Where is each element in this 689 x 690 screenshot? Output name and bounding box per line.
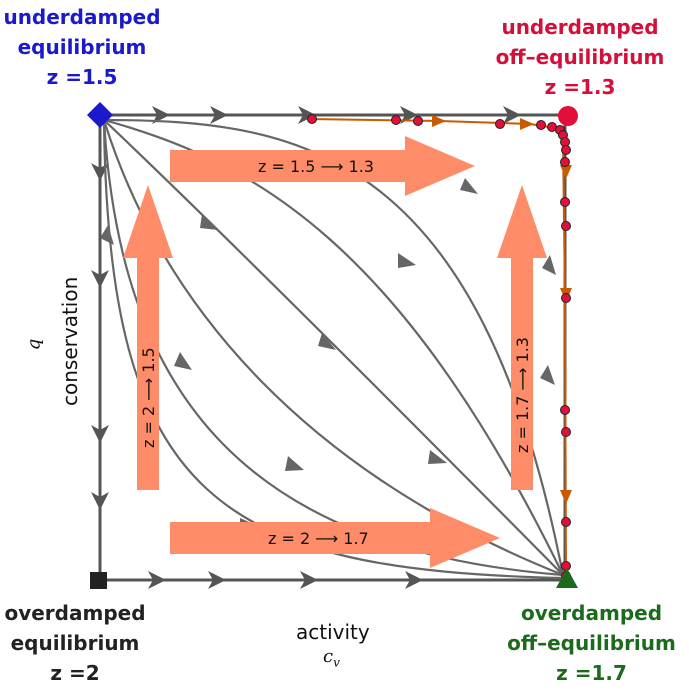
label-underdamped-off-equilibrium: underdamped off–equilibrium z =1.3 — [480, 12, 680, 102]
flow-curve-2 — [103, 118, 564, 576]
label-line: off–equilibrium — [507, 631, 676, 655]
flow-curve-3 — [103, 119, 564, 576]
trajectory-points — [307, 114, 571, 581]
transition-label-right: z = 1.7 ⟶ 1.3 — [513, 337, 532, 453]
overdamped-off-equilibrium-marker — [556, 568, 578, 588]
trajectory-point — [560, 197, 570, 207]
transition-label-left: z = 2 ⟶ 1.5 — [139, 347, 158, 448]
trajectory-point — [561, 221, 571, 231]
label-line: overdamped — [4, 601, 146, 625]
trajectory-point — [413, 116, 423, 126]
x-axis-title: activity — [296, 620, 370, 644]
trajectory-point — [495, 119, 505, 129]
label-line: z =1.5 — [46, 65, 118, 89]
label-line: underdamped — [3, 5, 161, 29]
x-axis-symbol: cv — [323, 646, 340, 670]
label-line: off–equilibrium — [495, 45, 665, 69]
label-line: overdamped — [520, 601, 663, 625]
transition-arrow-top — [170, 136, 475, 196]
trajectory-point — [561, 517, 571, 527]
label-line: z =1.3 — [544, 75, 616, 99]
y-axis-title: conservation — [58, 276, 82, 406]
trajectory-point — [536, 120, 546, 130]
trajectory-point — [561, 427, 571, 437]
label-line: equilibrium — [10, 631, 140, 655]
label-line: underdamped — [501, 15, 659, 39]
edge-arrowheads — [91, 106, 521, 589]
label-overdamped-equilibrium: overdamped equilibrium z =2 — [0, 598, 150, 688]
trajectory-arrowheads — [432, 115, 572, 504]
transition-label-bottom: z = 2 ⟶ 1.7 — [268, 529, 369, 548]
transition-arrow-bottom — [170, 508, 500, 568]
y-axis-symbol: q — [23, 338, 45, 351]
label-line: z =2 — [50, 661, 100, 685]
flow-curve-6 — [102, 119, 564, 580]
transition-arrow-left — [123, 185, 173, 490]
underdamped-equilibrium-marker — [87, 102, 113, 128]
underdamped-off-equilibrium-marker — [558, 106, 578, 126]
overdamped-equilibrium-marker — [90, 572, 107, 589]
trajectory-point — [561, 561, 571, 571]
trajectory-point — [560, 157, 570, 167]
label-line: z =1.7 — [556, 661, 627, 685]
interior-arrowheads — [100, 178, 556, 532]
transition-arrows — [123, 136, 547, 568]
transition-label-top: z = 1.5 ⟶ 1.3 — [258, 157, 374, 176]
trajectory-point — [391, 115, 401, 125]
label-underdamped-equilibrium: underdamped equilibrium z =1.5 — [2, 2, 162, 92]
x-axis-symbol-subscript: v — [333, 655, 340, 670]
trajectory-point — [307, 114, 317, 124]
label-line: equilibrium — [17, 35, 147, 59]
trajectory-point — [561, 293, 571, 303]
label-overdamped-off-equilibrium: overdamped off–equilibrium z =1.7 — [494, 598, 689, 688]
transition-arrow-right — [497, 185, 547, 490]
trajectory-point — [561, 145, 571, 155]
trajectory-point — [560, 405, 570, 415]
